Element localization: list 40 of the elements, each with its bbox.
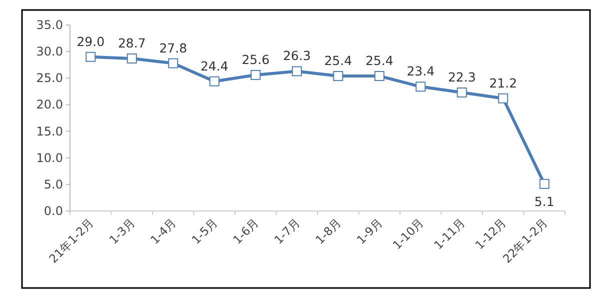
point [456,87,467,98]
data-label: 5.1 [534,194,554,209]
x-tick-label: 1-5月 [188,215,220,247]
x-tick-label: 1-3月 [106,215,138,247]
data-label: 25.4 [365,53,394,68]
point [168,58,178,68]
point [292,66,302,76]
point [86,52,96,62]
point [374,71,384,82]
y-tick-label: 30.0 [36,44,63,59]
point [498,93,508,104]
point [250,70,261,80]
data-label: 25.4 [324,53,352,68]
x-tick-label: 21年1-2月 [46,215,97,266]
data-label: 21.2 [489,75,518,90]
y-tick-label: 0.0 [44,204,63,218]
data-label: 27.8 [159,40,188,56]
point [539,178,550,189]
data-label: 28.7 [118,35,146,50]
y-tick-label: 20.0 [36,98,63,112]
x-tick-label: 1-7月 [271,215,303,247]
y-tick-label: 25.0 [36,71,63,86]
point [209,76,220,86]
y-tick-label: 10.0 [36,150,63,165]
data-label: 24.4 [200,58,228,74]
point [126,53,137,64]
y-tick-label: 15.0 [36,124,63,138]
data-label: 25.6 [242,52,270,67]
y-tick-label: 5.0 [44,177,63,192]
point [416,82,426,92]
x-tick-label: 1-9月 [354,215,386,247]
y-tick-label: 35.0 [36,18,63,32]
data-label: 22.3 [448,69,476,84]
x-tick-label: 1-4月 [148,215,180,247]
x-tick-label: 1-6月 [230,215,262,247]
point [333,71,344,82]
data-label: 26.3 [282,48,311,64]
data-label: 23.4 [406,64,435,79]
data-label: 29.0 [76,34,105,49]
x-tick-label: 1-8月 [312,215,344,247]
